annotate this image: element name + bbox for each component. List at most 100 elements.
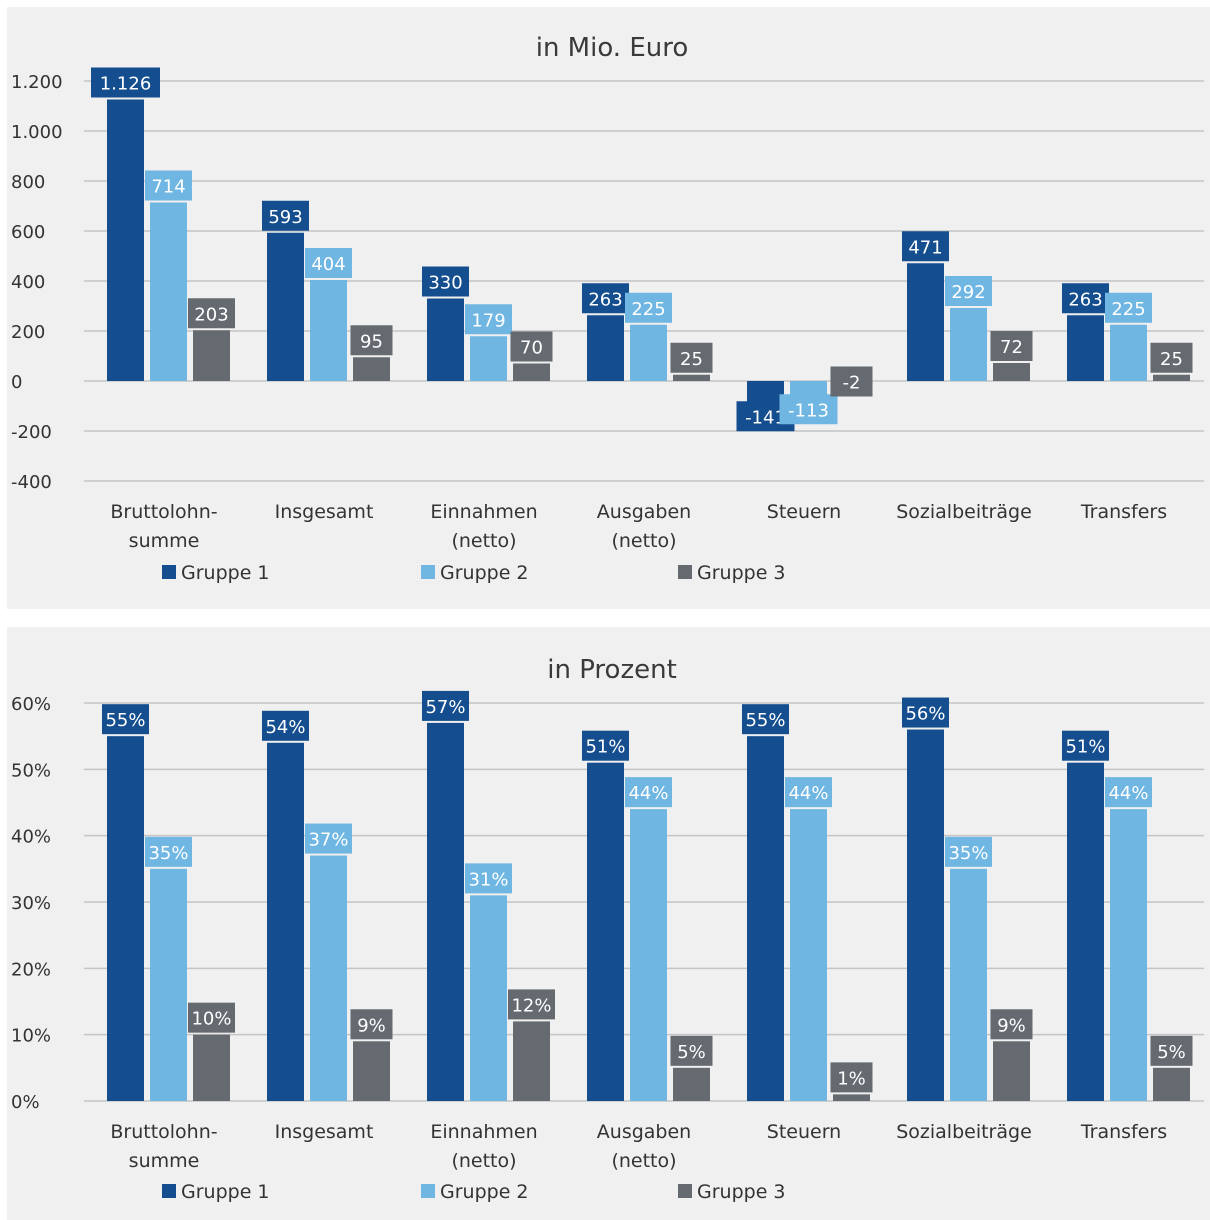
data-label: 9% — [350, 1009, 393, 1040]
data-label-box — [779, 394, 838, 425]
bar-gruppe-2 — [1110, 324, 1147, 381]
data-label-text: 593 — [268, 207, 302, 228]
data-label-text: 225 — [631, 299, 665, 320]
bar-gruppe-2 — [150, 868, 187, 1101]
data-label-text: 95 — [360, 331, 383, 352]
bar-gruppe-2 — [950, 868, 987, 1101]
bar-gruppe-1 — [427, 298, 464, 381]
chart-title: in Prozent — [547, 655, 677, 685]
y-tick-label: 40% — [11, 827, 51, 848]
bar-gruppe-3 — [673, 374, 710, 381]
data-label-text: 292 — [951, 282, 985, 303]
category-label: Sozialbeiträge — [896, 501, 1032, 523]
chart-panel-euro: in Mio. Euro -400 -200 0 200 400 600 800 1.000 1… — [7, 7, 1210, 609]
data-label-text: 404 — [311, 254, 345, 275]
data-label-box — [1150, 342, 1193, 373]
bar-gruppe-2 — [1110, 809, 1147, 1101]
data-label-text: 12% — [511, 995, 551, 1016]
data-label: 5% — [670, 1035, 713, 1066]
data-label: 31% — [465, 863, 512, 894]
category-label: Insgesamt — [275, 501, 374, 523]
data-label-box — [262, 710, 309, 741]
bar-gruppe-1 — [587, 315, 624, 381]
data-label-box — [582, 730, 629, 761]
y-tick-label: 30% — [11, 893, 51, 914]
legend-swatch — [421, 565, 435, 579]
data-label-box — [91, 67, 160, 98]
bar-gruppe-2 — [310, 855, 347, 1101]
data-label-text: 57% — [425, 697, 465, 718]
bar-gruppe-3 — [993, 363, 1030, 381]
data-label-box — [145, 836, 192, 867]
data-label-box — [188, 298, 235, 329]
data-label-text: 35% — [148, 843, 188, 864]
data-label: 55% — [102, 704, 149, 735]
data-label-box — [145, 170, 192, 201]
bar-gruppe-2 — [630, 809, 667, 1101]
legend-item: Gruppe 2 — [421, 1181, 529, 1203]
bar-gruppe-1 — [907, 263, 944, 381]
data-label: 179 — [465, 304, 512, 335]
data-label: 10% — [188, 1002, 235, 1033]
data-label: 25 — [1150, 342, 1193, 373]
data-label-box — [670, 342, 713, 373]
legend-item: Gruppe 2 — [421, 562, 529, 584]
data-label-text: -2 — [843, 373, 861, 394]
bar-gruppe-3 — [513, 1021, 550, 1101]
chart-title: in Mio. Euro — [536, 33, 689, 63]
data-label-box — [742, 704, 789, 735]
data-label-box — [830, 1062, 873, 1093]
data-label: 95 — [350, 325, 393, 356]
y-tick-label: -400 — [11, 472, 52, 493]
data-label-box — [510, 331, 553, 362]
data-label-box — [422, 266, 469, 297]
data-label-text: 44% — [788, 783, 828, 804]
data-label: -2 — [830, 366, 873, 397]
data-label: 55% — [742, 704, 789, 735]
category-label: Transfers — [1080, 1121, 1167, 1143]
data-label: -113 — [779, 394, 838, 425]
data-label-text: 9% — [357, 1015, 386, 1036]
data-label: 263 — [1062, 283, 1109, 314]
data-label-text: 31% — [468, 869, 508, 890]
legend-swatch — [421, 1184, 435, 1198]
data-label-box — [422, 690, 469, 721]
data-label-text: 51% — [1065, 737, 1105, 758]
data-label: 9% — [990, 1009, 1033, 1040]
bar-gruppe-3 — [193, 330, 230, 381]
category-label: Insgesamt — [275, 1121, 374, 1143]
data-label-text: 263 — [1068, 289, 1102, 310]
y-tick-label: 0% — [11, 1092, 40, 1113]
bar-gruppe-3 — [1153, 1067, 1190, 1101]
data-label-text: 44% — [628, 783, 668, 804]
data-label: 57% — [422, 690, 469, 721]
bar-gruppe-3 — [353, 357, 390, 381]
data-label-text: 25 — [1160, 349, 1183, 370]
bar-gruppe-3 — [1153, 374, 1190, 381]
data-label: 203 — [188, 298, 235, 329]
data-label: 37% — [305, 823, 352, 854]
data-label-box — [1105, 777, 1152, 808]
bar-chart-percent: in Prozent 0% 10% 20% 30% 40% 50% 60% 55% 35% 10%… — [11, 655, 1204, 1203]
y-tick-label: 60% — [11, 694, 51, 715]
data-label-box — [305, 823, 352, 854]
data-label: 1% — [830, 1062, 873, 1093]
bar-gruppe-1 — [747, 736, 784, 1101]
y-tick-label: -200 — [11, 422, 52, 443]
data-label-text: 263 — [588, 289, 622, 310]
data-label-text: -113 — [788, 400, 829, 421]
bar-gruppe-3 — [833, 1094, 870, 1101]
data-label: 70 — [510, 331, 553, 362]
data-label: 471 — [902, 231, 949, 262]
data-label-text: 9% — [997, 1015, 1026, 1036]
bar-gruppe-1 — [107, 99, 144, 381]
y-tick-label: 20% — [11, 959, 51, 980]
data-label-text: 56% — [905, 704, 945, 725]
legend-label: Gruppe 1 — [181, 1181, 270, 1203]
data-label: 12% — [508, 989, 555, 1020]
bar-gruppe-1 — [267, 232, 304, 381]
data-label-text: 1% — [837, 1068, 866, 1089]
category-label: Steuern — [767, 1121, 841, 1143]
data-label-text: 54% — [265, 717, 305, 738]
category-label: Steuern — [767, 501, 841, 523]
